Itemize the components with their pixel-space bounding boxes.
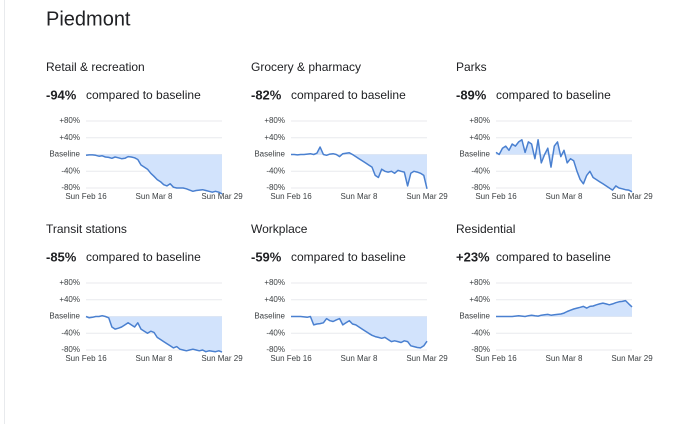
y-tick-label: +40% xyxy=(264,295,285,304)
x-tick-label: Sun Mar 29 xyxy=(406,192,448,201)
headline-text: compared to baseline xyxy=(291,88,406,102)
headline: +23% xyxy=(456,249,490,264)
y-tick-label: Baseline xyxy=(459,312,490,321)
x-tick-label: Sun Mar 29 xyxy=(201,354,243,363)
headline-text: compared to baseline xyxy=(86,88,201,102)
headline: -89% xyxy=(456,87,487,102)
y-tick-label: -80% xyxy=(266,183,285,192)
y-tick-label: +80% xyxy=(469,116,490,125)
y-tick-label: -80% xyxy=(471,183,490,192)
y-tick-label: +40% xyxy=(264,133,285,142)
y-tick-label: +40% xyxy=(469,295,490,304)
y-tick-label: -40% xyxy=(266,328,285,337)
headline-text: compared to baseline xyxy=(86,250,201,264)
x-tick-label: Sun Mar 8 xyxy=(136,192,173,201)
chart-title: Residential xyxy=(456,222,515,236)
y-tick-label: Baseline xyxy=(49,150,80,159)
y-tick-label: +40% xyxy=(59,133,80,142)
y-tick-label: Baseline xyxy=(49,312,80,321)
y-tick-label: +40% xyxy=(59,295,80,304)
chart-title: Grocery & pharmacy xyxy=(251,60,361,74)
area xyxy=(86,154,222,194)
y-tick-label: -40% xyxy=(266,166,285,175)
x-tick-label: Sun Mar 29 xyxy=(611,354,653,363)
line xyxy=(85,314,223,353)
x-tick-label: Sun Mar 8 xyxy=(341,354,378,363)
x-tick-label: Sun Feb 16 xyxy=(270,354,312,363)
y-tick-label: -40% xyxy=(61,166,80,175)
y-tick-label: Baseline xyxy=(254,150,285,159)
area xyxy=(496,300,632,317)
y-tick-label: Baseline xyxy=(254,312,285,321)
page-title: Piedmont xyxy=(46,8,131,30)
line xyxy=(85,154,223,195)
area xyxy=(291,316,427,348)
chart-title: Transit stations xyxy=(46,222,127,236)
line xyxy=(495,139,633,193)
x-tick-label: Sun Mar 8 xyxy=(546,192,583,201)
y-tick-label: -80% xyxy=(471,345,490,354)
area xyxy=(86,315,222,353)
y-tick-label: +40% xyxy=(469,133,490,142)
y-tick-label: -80% xyxy=(61,183,80,192)
x-tick-label: Sun Mar 8 xyxy=(341,192,378,201)
line xyxy=(496,299,633,318)
y-tick-label: -40% xyxy=(61,328,80,337)
chart-title: Workplace xyxy=(251,222,308,236)
y-tick-label: -40% xyxy=(471,166,490,175)
line xyxy=(291,146,428,189)
x-tick-label: Sun Feb 16 xyxy=(475,354,517,363)
x-tick-label: Sun Feb 16 xyxy=(65,354,107,363)
x-tick-label: Sun Mar 29 xyxy=(406,354,448,363)
chart-title: Parks xyxy=(456,60,487,74)
y-tick-label: +80% xyxy=(264,116,285,125)
x-tick-label: Sun Feb 16 xyxy=(65,192,107,201)
headline-text: compared to baseline xyxy=(496,250,611,264)
headline: -94% xyxy=(46,87,77,102)
y-tick-label: -80% xyxy=(266,345,285,354)
area xyxy=(496,139,632,192)
headline: -59% xyxy=(251,249,282,264)
y-tick-label: Baseline xyxy=(459,150,490,159)
y-tick-label: +80% xyxy=(264,278,285,287)
headline: -82% xyxy=(251,87,282,102)
x-tick-label: Sun Feb 16 xyxy=(270,192,312,201)
y-tick-label: +80% xyxy=(59,116,80,125)
y-tick-label: +80% xyxy=(59,278,80,287)
y-tick-label: -80% xyxy=(61,345,80,354)
x-tick-label: Sun Mar 8 xyxy=(136,354,173,363)
line xyxy=(291,315,428,349)
x-tick-label: Sun Mar 29 xyxy=(611,192,653,201)
headline: -85% xyxy=(46,249,77,264)
x-tick-label: Sun Mar 29 xyxy=(201,192,243,201)
y-tick-label: +80% xyxy=(469,278,490,287)
area xyxy=(291,147,427,189)
headline-text: compared to baseline xyxy=(496,88,611,102)
x-tick-label: Sun Mar 8 xyxy=(546,354,583,363)
chart-title: Retail & recreation xyxy=(46,60,145,74)
x-tick-label: Sun Feb 16 xyxy=(475,192,517,201)
y-tick-label: -40% xyxy=(471,328,490,337)
headline-text: compared to baseline xyxy=(291,250,406,264)
